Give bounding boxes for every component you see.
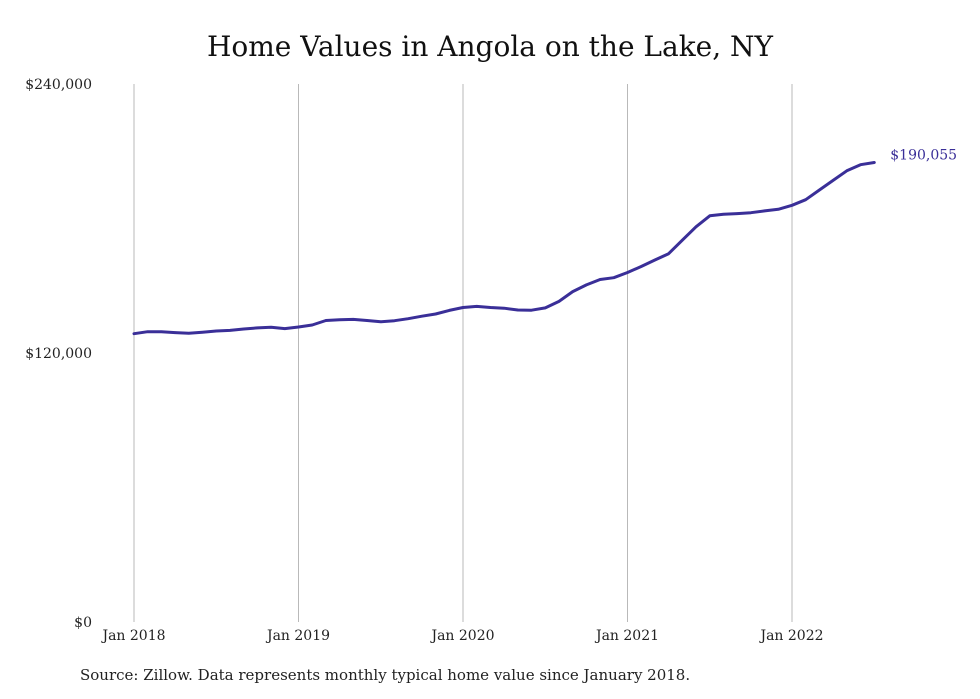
data-point (365, 319, 369, 322)
data-point (557, 300, 561, 303)
data-point (626, 271, 629, 274)
data-point (653, 258, 657, 262)
y-tick-label: $120,000 (25, 346, 92, 362)
data-point (324, 319, 328, 322)
data-point (818, 188, 821, 192)
data-point (256, 326, 259, 330)
data-point (434, 312, 437, 316)
data-point (283, 327, 286, 330)
data-point (475, 305, 478, 308)
data-point (502, 306, 506, 310)
data-point (228, 329, 232, 332)
data-point (406, 317, 410, 320)
data-point (489, 306, 492, 309)
x-tick-label: Jan 2022 (758, 628, 823, 644)
data-point (735, 212, 739, 215)
data-point (612, 276, 615, 279)
data-point (420, 315, 424, 318)
end-value-label: $190,055 (890, 147, 957, 163)
y-tick-label: $0 (74, 615, 92, 631)
data-point (790, 204, 794, 207)
data-point (873, 161, 876, 164)
data-point (160, 330, 163, 333)
data-point (585, 283, 588, 287)
data-point (297, 325, 300, 329)
data-point (338, 318, 341, 322)
source-note: Source: Zillow. Data represents monthly … (80, 666, 691, 684)
data-point (667, 252, 670, 255)
data-point (393, 319, 396, 322)
data-point (831, 179, 835, 182)
data-point (215, 329, 218, 333)
chart-title: Home Values in Angola on the Lake, NY (206, 30, 774, 63)
data-point (859, 163, 862, 166)
data-point (708, 214, 711, 218)
y-axis-ticks: $0 $120,000 $240,000 (25, 77, 92, 631)
x-tick-label: Jan 2021 (594, 628, 659, 644)
x-axis-ticks: Jan 2018 Jan 2019 Jan 2020 Jan 2021 Jan 2022 (100, 628, 823, 644)
data-point (571, 290, 574, 293)
data-point (242, 327, 245, 331)
x-tick-label: Jan 2020 (429, 628, 494, 644)
x-tick-label: Jan 2019 (265, 628, 330, 644)
data-point (598, 278, 602, 281)
series-layer (132, 161, 876, 336)
data-point (448, 309, 451, 312)
x-tick-label: Jan 2018 (100, 628, 165, 644)
gridlines (133, 84, 793, 622)
data-point (845, 169, 849, 172)
y-tick-label: $240,000 (25, 77, 92, 93)
data-point (516, 308, 520, 312)
data-point (681, 239, 684, 242)
data-point (379, 320, 382, 324)
data-point (722, 213, 725, 216)
data-point (544, 306, 547, 310)
data-point (269, 326, 273, 329)
data-point (352, 318, 355, 321)
data-point (749, 211, 753, 214)
data-point (201, 330, 204, 334)
data-point (530, 308, 533, 312)
data-point (804, 198, 807, 201)
data-point (640, 265, 643, 268)
data-point (146, 330, 149, 333)
data-point (763, 209, 766, 213)
data-point (694, 225, 698, 228)
data-point (173, 331, 177, 334)
data-point (311, 323, 314, 327)
data-point (187, 332, 191, 335)
end-labels: $190,055 (890, 147, 957, 163)
data-point (132, 332, 136, 335)
data-point (777, 208, 780, 211)
data-point (461, 306, 465, 309)
